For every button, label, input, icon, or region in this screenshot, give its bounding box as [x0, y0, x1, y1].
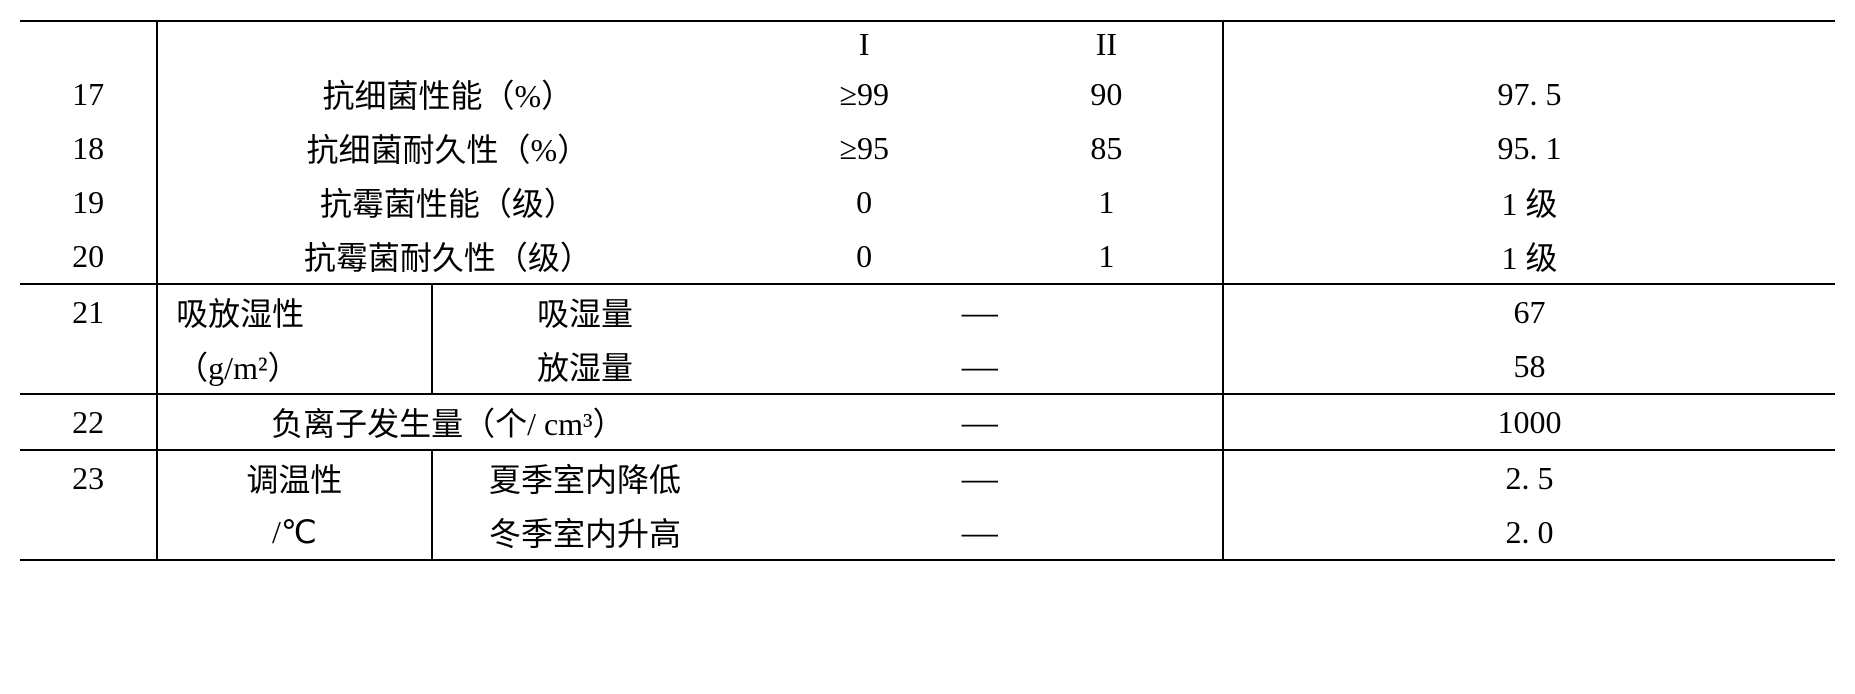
- cell-spec1: ≥95: [738, 121, 991, 175]
- cell-val: 58: [1223, 339, 1835, 394]
- cell-spec2: 90: [991, 67, 1223, 121]
- table-row: 23 调温性 夏季室内降低 — 2. 5: [20, 450, 1835, 505]
- cell-sub: 放湿量: [432, 339, 738, 394]
- table-row: （g/m²） 放湿量 — 58: [20, 339, 1835, 394]
- cell-sub: 吸湿量: [432, 284, 738, 339]
- cell-dash: —: [738, 450, 1223, 505]
- cell-spec2: 1: [991, 229, 1223, 284]
- cell-val: 2. 0: [1223, 505, 1835, 560]
- cell-name-l2: /℃: [157, 505, 431, 560]
- cell-num: 18: [20, 121, 157, 175]
- cell-spec1: ≥99: [738, 67, 991, 121]
- cell-blank: [157, 21, 737, 67]
- table-row: /℃ 冬季室内升高 — 2. 0: [20, 505, 1835, 560]
- cell-dash: —: [738, 339, 1223, 394]
- cell-spec2: 85: [991, 121, 1223, 175]
- table-row: I II: [20, 21, 1835, 67]
- cell-blank: [1223, 21, 1835, 67]
- table-row: 18 抗细菌耐久性（%） ≥95 85 95. 1: [20, 121, 1835, 175]
- cell-name-l1: 调温性: [157, 450, 431, 505]
- cell-val: 2. 5: [1223, 450, 1835, 505]
- cell-blank: [20, 339, 157, 394]
- cell-blank: [20, 21, 157, 67]
- table-row: 19 抗霉菌性能（级） 0 1 1 级: [20, 175, 1835, 229]
- cell-val: 95. 1: [1223, 121, 1835, 175]
- cell-name: 抗霉菌耐久性（级）: [157, 229, 737, 284]
- cell-val: 67: [1223, 284, 1835, 339]
- cell-name: 负离子发生量（个/ cm³）: [157, 394, 737, 450]
- cell-val: 1 级: [1223, 229, 1835, 284]
- cell-spec2: 1: [991, 175, 1223, 229]
- cell-val: 1000: [1223, 394, 1835, 450]
- cell-dash: —: [738, 284, 1223, 339]
- cell-num: 19: [20, 175, 157, 229]
- cell-header-spec2: II: [991, 21, 1223, 67]
- cell-name: 抗细菌性能（%）: [157, 67, 737, 121]
- table-row: 20 抗霉菌耐久性（级） 0 1 1 级: [20, 229, 1835, 284]
- cell-spec1: 0: [738, 175, 991, 229]
- cell-sub: 夏季室内降低: [432, 450, 738, 505]
- data-table: I II 17 抗细菌性能（%） ≥99 90 97. 5 18 抗细菌耐久性（…: [20, 20, 1835, 561]
- cell-name-l2: （g/m²）: [157, 339, 431, 394]
- cell-name: 抗细菌耐久性（%）: [157, 121, 737, 175]
- cell-num: 20: [20, 229, 157, 284]
- cell-name-l1: 吸放湿性: [157, 284, 431, 339]
- table-row: 22 负离子发生量（个/ cm³） — 1000: [20, 394, 1835, 450]
- cell-sub: 冬季室内升高: [432, 505, 738, 560]
- cell-val: 1 级: [1223, 175, 1835, 229]
- cell-blank: [20, 505, 157, 560]
- cell-num: 17: [20, 67, 157, 121]
- cell-name: 抗霉菌性能（级）: [157, 175, 737, 229]
- cell-num: 21: [20, 284, 157, 339]
- cell-dash: —: [738, 394, 1223, 450]
- cell-spec1: 0: [738, 229, 991, 284]
- cell-dash: —: [738, 505, 1223, 560]
- cell-val: 97. 5: [1223, 67, 1835, 121]
- cell-header-spec1: I: [738, 21, 991, 67]
- table-row: 17 抗细菌性能（%） ≥99 90 97. 5: [20, 67, 1835, 121]
- table: I II 17 抗细菌性能（%） ≥99 90 97. 5 18 抗细菌耐久性（…: [20, 20, 1835, 561]
- cell-num: 23: [20, 450, 157, 505]
- table-row: 21 吸放湿性 吸湿量 — 67: [20, 284, 1835, 339]
- cell-num: 22: [20, 394, 157, 450]
